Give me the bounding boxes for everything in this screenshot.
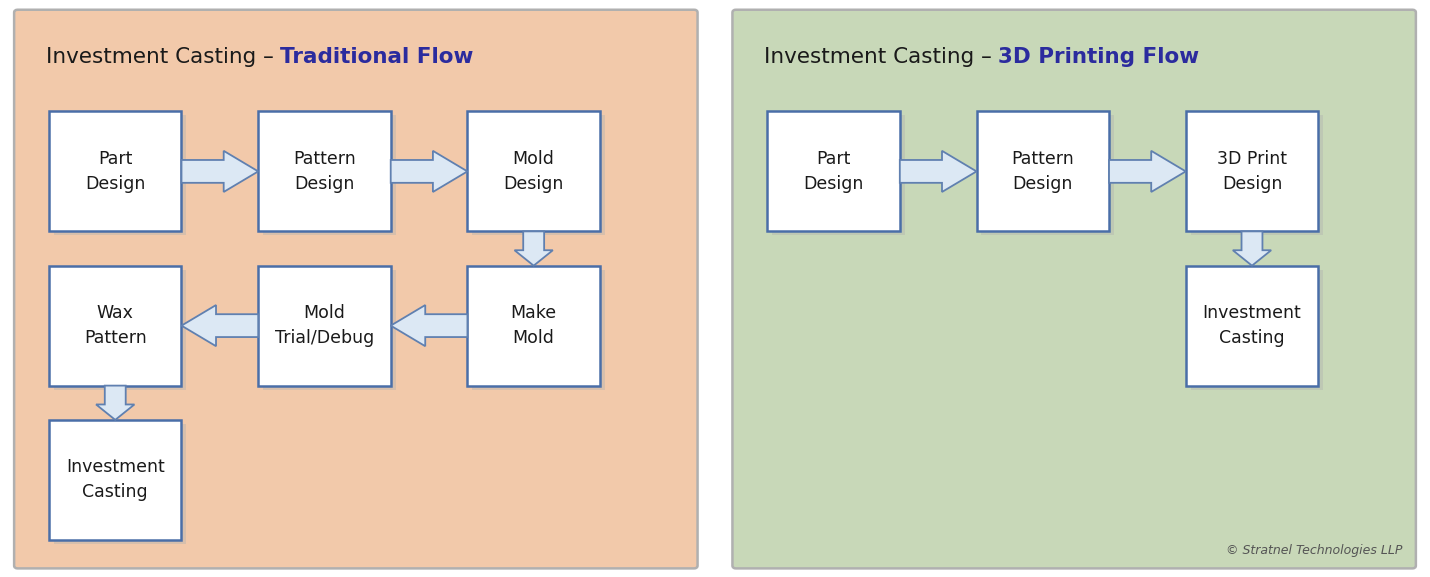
FancyBboxPatch shape: [472, 115, 605, 235]
Polygon shape: [1110, 151, 1185, 192]
Text: Pattern
Design: Pattern Design: [1011, 150, 1074, 193]
FancyBboxPatch shape: [468, 265, 601, 385]
Text: Pattern
Design: Pattern Design: [293, 150, 356, 193]
FancyBboxPatch shape: [54, 269, 186, 389]
Text: Part
Design: Part Design: [84, 150, 146, 193]
Polygon shape: [390, 151, 468, 192]
FancyBboxPatch shape: [981, 115, 1114, 235]
FancyBboxPatch shape: [54, 424, 186, 544]
Text: Investment Casting –: Investment Casting –: [46, 47, 280, 67]
Text: 3D Print
Design: 3D Print Design: [1217, 150, 1287, 193]
Polygon shape: [390, 305, 468, 346]
Text: Make
Mold: Make Mold: [511, 304, 556, 347]
FancyBboxPatch shape: [1185, 265, 1318, 385]
FancyBboxPatch shape: [49, 265, 182, 385]
FancyBboxPatch shape: [263, 269, 396, 389]
FancyBboxPatch shape: [49, 111, 182, 231]
FancyBboxPatch shape: [732, 10, 1416, 568]
FancyBboxPatch shape: [1191, 115, 1323, 235]
Text: Traditional Flow: Traditional Flow: [280, 47, 473, 67]
Polygon shape: [899, 151, 977, 192]
FancyBboxPatch shape: [468, 111, 601, 231]
Text: Investment
Casting: Investment Casting: [1203, 304, 1301, 347]
Polygon shape: [182, 305, 259, 346]
Text: Mold
Trial/Debug: Mold Trial/Debug: [275, 304, 375, 347]
FancyBboxPatch shape: [977, 111, 1110, 231]
FancyBboxPatch shape: [1185, 111, 1318, 231]
FancyBboxPatch shape: [768, 111, 899, 231]
FancyBboxPatch shape: [54, 115, 186, 235]
Polygon shape: [515, 231, 553, 265]
Text: © Stratnel Technologies LLP: © Stratnel Technologies LLP: [1226, 544, 1401, 557]
FancyBboxPatch shape: [49, 420, 182, 540]
Text: Part
Design: Part Design: [804, 150, 864, 193]
FancyBboxPatch shape: [259, 111, 390, 231]
Text: Mold
Design: Mold Design: [503, 150, 563, 193]
Text: 3D Printing Flow: 3D Printing Flow: [998, 47, 1200, 67]
Polygon shape: [182, 151, 259, 192]
FancyBboxPatch shape: [259, 265, 390, 385]
FancyBboxPatch shape: [472, 269, 605, 389]
Text: Investment Casting –: Investment Casting –: [764, 47, 998, 67]
Polygon shape: [1233, 231, 1271, 265]
FancyBboxPatch shape: [14, 10, 698, 568]
Text: Investment
Casting: Investment Casting: [66, 458, 164, 501]
FancyBboxPatch shape: [1191, 269, 1323, 389]
FancyBboxPatch shape: [772, 115, 905, 235]
Polygon shape: [96, 385, 134, 420]
FancyBboxPatch shape: [263, 115, 396, 235]
Text: Wax
Pattern: Wax Pattern: [84, 304, 147, 347]
